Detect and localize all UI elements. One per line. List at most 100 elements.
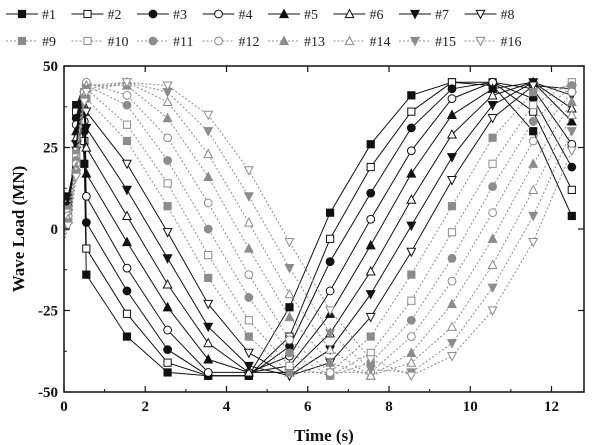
data-point [406,347,417,357]
data-point [566,96,577,106]
legend-entry: #9 [6,35,56,50]
data-point [162,254,173,264]
data-point [365,239,376,250]
plot-frame [63,65,585,393]
data-point [204,250,213,260]
data-point [122,263,132,273]
data-point [203,322,214,333]
data-point [446,153,457,163]
data-point [447,228,457,237]
data-point [163,179,172,188]
data-point [406,315,416,325]
legend-entry: #1 [6,8,56,23]
data-point [285,335,294,345]
legend-label: #1 [42,8,56,23]
data-point [407,107,416,116]
x-tick-label: 10 [463,399,478,415]
data-point [406,332,416,341]
data-point [243,217,254,227]
data-point [447,253,457,263]
data-point [529,87,538,97]
series-layer [63,76,577,382]
data-point [487,283,498,294]
data-point [487,89,498,100]
series-6 [63,76,577,377]
data-point [243,366,254,377]
x-axis-label: Time (s) [294,426,354,445]
data-point [244,270,254,280]
data-point [529,101,538,110]
data-point [162,112,173,123]
x-tick-label: 0 [60,399,68,415]
data-point [122,286,132,296]
data-point [203,127,214,137]
legend-marker [278,35,290,46]
legend-entry: #4 [202,8,253,23]
series-9 [63,81,576,377]
data-point [447,84,457,94]
y-tick-label: -25 [38,304,58,320]
legend-label: #9 [42,35,56,50]
legend-label: #11 [173,35,193,50]
data-point [447,202,457,211]
legend-entry: #2 [71,8,122,23]
data-point [488,208,497,218]
data-point [63,221,74,232]
legend-label: #15 [435,35,456,50]
data-point [244,332,253,341]
series-line [63,81,573,377]
data-point [162,228,173,238]
ticks-layer: 0 2 4 6 8 10 12 -50 -25 0 25 50 [38,59,584,415]
data-point [487,306,498,316]
legend-label: #5 [304,8,318,23]
data-point [365,365,376,375]
data-point [366,140,375,149]
data-point [325,306,336,316]
data-point [79,97,90,108]
data-point [163,368,172,377]
data-point [121,210,132,221]
data-point [446,176,457,186]
data-point [566,127,577,137]
legend-marker [83,9,92,19]
data-point [365,290,376,300]
y-tick-label: 0 [51,222,59,238]
x-tick-label: 12 [544,399,559,415]
data-point [528,211,539,222]
data-point [366,162,375,172]
data-point [325,257,335,267]
data-point [71,172,82,183]
data-point [446,321,457,331]
legend-marker [475,9,486,20]
legend-marker [148,9,158,19]
data-point [528,136,538,146]
data-point [284,264,295,274]
legend-marker [83,36,92,46]
series-line [63,81,573,377]
legend-entry: #7 [399,8,449,23]
data-point [122,100,132,110]
data-point [243,361,254,372]
data-point [244,316,253,325]
y-axis-label: Wave Load (MN) [9,166,28,293]
series-line [63,81,573,377]
data-point [406,146,416,156]
data-point [163,358,172,367]
data-point [121,78,132,88]
data-point [163,156,172,165]
data-point [566,109,577,119]
data-point [81,107,92,118]
x-tick-label: 8 [385,399,393,415]
data-point [366,214,376,224]
legend-label: #3 [173,8,187,23]
legend-marker [278,8,290,19]
data-point [487,259,498,269]
data-point [365,355,376,365]
data-point [406,168,417,178]
series-13 [63,80,577,380]
data-point [81,192,91,201]
data-point [163,325,172,335]
data-point [203,353,214,364]
data-point [528,158,539,168]
